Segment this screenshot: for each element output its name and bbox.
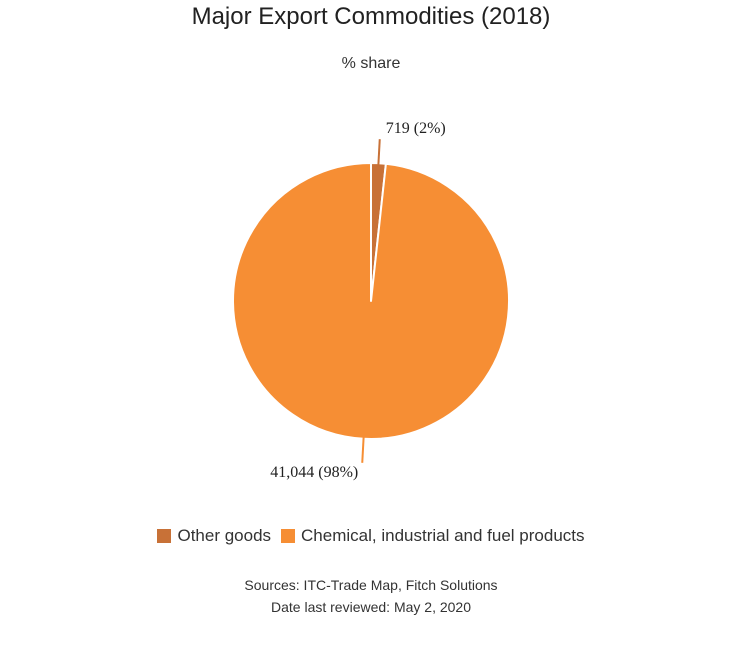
data-label: 719 (2%) [386, 120, 446, 137]
chart-footer: Sources: ITC-Trade Map, Fitch Solutions … [0, 574, 742, 618]
data-labels: 719 (2%) 41,044 (98%) [270, 120, 445, 481]
date-reviewed-note: Date last reviewed: May 2, 2020 [271, 599, 471, 615]
leader-line [377, 139, 381, 166]
chart-legend: Other goods Chemical, industrial and fue… [0, 525, 742, 547]
legend-item-other-goods[interactable]: Other goods [157, 525, 271, 547]
legend-swatch [157, 529, 172, 543]
data-label: 41,044 (98%) [270, 464, 358, 481]
leader-lines [361, 139, 381, 463]
leader-line [361, 436, 365, 463]
legend-item-chemical-industrial-fuel[interactable]: Chemical, industrial and fuel products [281, 525, 585, 547]
sources-note: Sources: ITC-Trade Map, Fitch Solutions [244, 577, 498, 593]
pie-slice-chemical-industrial-and-fuel-products[interactable] [232, 162, 510, 440]
chart-subtitle: % share [341, 55, 401, 72]
legend-swatch [281, 529, 296, 543]
chart-title: Major Export Commodities (2018) [191, 3, 551, 30]
legend-label: Other goods [177, 526, 272, 545]
pie-slices [232, 162, 510, 440]
legend-label: Chemical, industrial and fuel products [301, 526, 585, 545]
